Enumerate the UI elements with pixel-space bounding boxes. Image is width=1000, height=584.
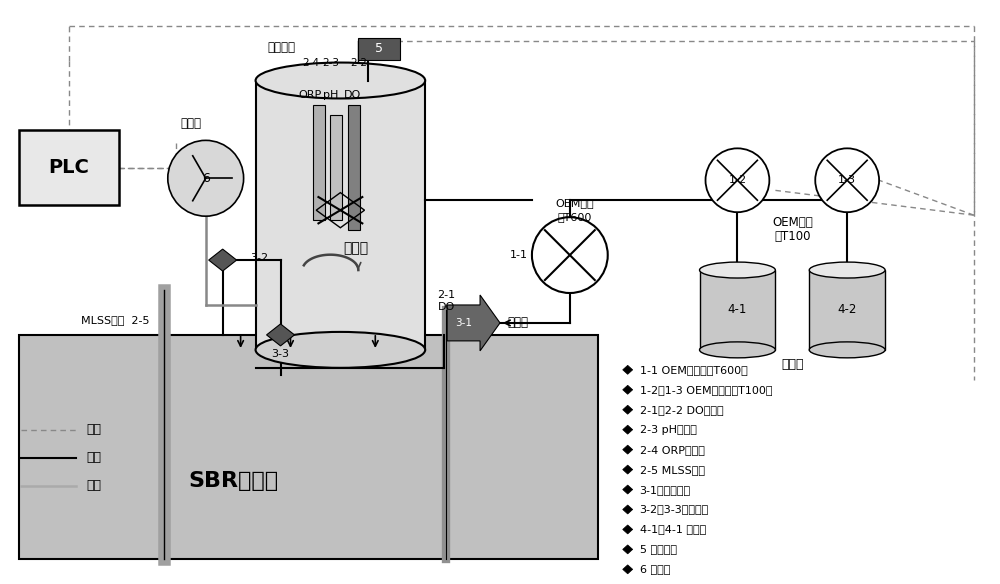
Text: DO: DO — [344, 91, 361, 100]
Text: OEM蠕动: OEM蠕动 — [556, 198, 594, 208]
Text: 自来水: 自来水 — [507, 317, 528, 329]
Polygon shape — [623, 525, 633, 534]
Text: 1-2: 1-2 — [728, 175, 746, 185]
Text: 1-1 OEM蘔动泵（T600）: 1-1 OEM蘔动泵（T600） — [640, 365, 747, 375]
Text: 2-1、2-2 DO探头；: 2-1、2-2 DO探头； — [640, 405, 723, 415]
Polygon shape — [623, 366, 633, 374]
Text: 6 曝气泵: 6 曝气泵 — [640, 564, 670, 574]
Text: 1-3: 1-3 — [838, 175, 856, 185]
Text: 2-4: 2-4 — [302, 58, 319, 68]
Text: PLC: PLC — [49, 158, 89, 177]
Ellipse shape — [700, 262, 775, 278]
Text: 曝气泵: 曝气泵 — [180, 117, 201, 130]
Text: 2-3: 2-3 — [322, 58, 339, 68]
Circle shape — [168, 140, 244, 216]
Polygon shape — [623, 405, 633, 414]
Text: OEM蠕动: OEM蠕动 — [772, 215, 813, 229]
Polygon shape — [700, 270, 775, 350]
Text: 气管: 气管 — [86, 479, 101, 492]
Ellipse shape — [256, 62, 425, 99]
Ellipse shape — [809, 342, 885, 358]
Polygon shape — [330, 116, 342, 220]
Text: 6: 6 — [202, 172, 210, 185]
Text: 3-1: 3-1 — [456, 318, 473, 328]
Text: 3-2: 3-2 — [251, 253, 269, 263]
Text: 3-3: 3-3 — [272, 349, 290, 359]
Text: 1-2、1-3 OEM蘔动泵（T100）: 1-2、1-3 OEM蘔动泵（T100） — [640, 385, 772, 395]
Polygon shape — [623, 425, 633, 434]
Text: 水管: 水管 — [86, 451, 101, 464]
Polygon shape — [623, 565, 633, 574]
Text: 4-1: 4-1 — [728, 304, 747, 317]
Ellipse shape — [700, 342, 775, 358]
Text: 2-1: 2-1 — [437, 290, 455, 300]
Text: SBR反应器: SBR反应器 — [188, 471, 278, 491]
Polygon shape — [313, 106, 325, 220]
Ellipse shape — [809, 262, 885, 278]
Polygon shape — [209, 249, 237, 271]
Text: 2-2: 2-2 — [350, 58, 367, 68]
Polygon shape — [447, 295, 500, 351]
Text: MLSS探头  2-5: MLSS探头 2-5 — [81, 315, 149, 325]
Polygon shape — [267, 324, 294, 346]
Circle shape — [532, 217, 608, 293]
Polygon shape — [623, 445, 633, 454]
Text: 4-2: 4-2 — [837, 304, 857, 317]
Text: DO: DO — [438, 302, 455, 312]
Text: pH: pH — [323, 91, 338, 100]
Text: 泵T600: 泵T600 — [558, 212, 592, 222]
Text: 2-5 MLSS探头: 2-5 MLSS探头 — [640, 465, 705, 475]
Text: 泵T100: 泵T100 — [774, 230, 811, 242]
Polygon shape — [348, 106, 360, 230]
Polygon shape — [256, 81, 425, 350]
Circle shape — [815, 148, 879, 212]
Polygon shape — [623, 465, 633, 474]
Polygon shape — [623, 545, 633, 554]
Text: 1-1: 1-1 — [510, 250, 528, 260]
Text: 搅拌电机: 搅拌电机 — [267, 41, 295, 54]
Text: 3-1三通球阀；: 3-1三通球阀； — [640, 485, 691, 495]
Polygon shape — [623, 505, 633, 514]
Text: ORP: ORP — [299, 91, 322, 100]
Polygon shape — [809, 270, 885, 350]
Text: 3-2、3-3二通球阀: 3-2、3-3二通球阀 — [640, 505, 709, 515]
Text: 5 搞拌电机: 5 搞拌电机 — [640, 544, 677, 554]
Text: 电路: 电路 — [86, 423, 101, 436]
Text: 5: 5 — [375, 42, 383, 55]
Polygon shape — [19, 335, 598, 559]
Text: 4-1、4-1 试剂瓶: 4-1、4-1 试剂瓶 — [640, 524, 706, 534]
Polygon shape — [623, 385, 633, 394]
Polygon shape — [358, 37, 400, 60]
Polygon shape — [19, 130, 119, 205]
Text: 2-4 ORP探头；: 2-4 ORP探头； — [640, 444, 705, 454]
Polygon shape — [623, 485, 633, 494]
Text: 2-3 pH探头；: 2-3 pH探头； — [640, 425, 697, 434]
Text: 呼吸室: 呼吸室 — [343, 241, 368, 255]
Ellipse shape — [256, 332, 425, 368]
Text: 试剂瓶: 试剂瓶 — [781, 359, 804, 371]
Circle shape — [706, 148, 769, 212]
